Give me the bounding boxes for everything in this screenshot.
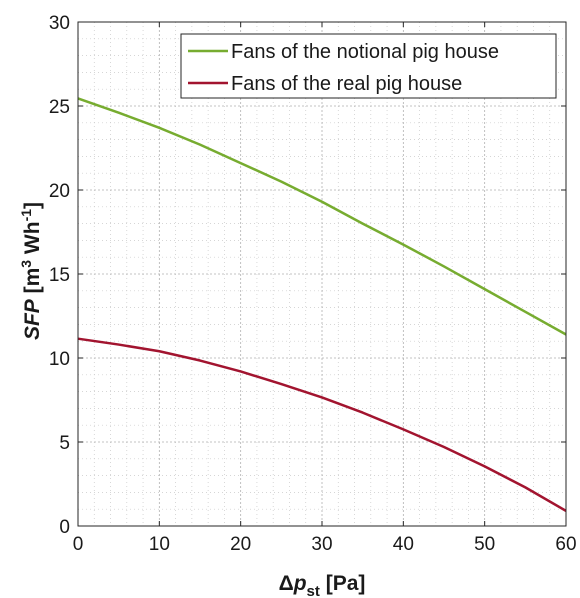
x-tick-label: 40: [393, 534, 414, 555]
x-tick-label: 0: [73, 534, 84, 555]
legend-label-real: Fans of the real pig house: [231, 73, 462, 95]
x-label-unit: [Pa]: [320, 572, 366, 595]
y-label-sfp: SFP: [21, 298, 44, 340]
y-tick-label: 5: [59, 433, 70, 454]
x-tick-label: 20: [230, 534, 251, 555]
series-line-0: [77, 97, 567, 336]
legend-label-notional: Fans of the notional pig house: [231, 41, 499, 63]
y-label-unit-c: ]: [21, 202, 44, 209]
legend-box: [180, 33, 557, 99]
x-label-delta: Δ: [279, 572, 294, 595]
y-tick-label: 0: [59, 517, 70, 538]
x-axis-label: Δpst [Pa]: [279, 572, 366, 598]
y-axis-label: SFP [m3 Wh-1]: [18, 202, 44, 340]
y-label-unit-b: Wh: [21, 221, 44, 259]
y-label-unit-a: [m: [21, 268, 44, 300]
x-tick-label: 60: [555, 534, 576, 555]
y-tick-label: 15: [49, 265, 70, 286]
series-layer: [77, 97, 567, 512]
y-label-sup3: 3: [18, 260, 34, 268]
series-line-1: [77, 337, 567, 512]
x-label-p: p: [293, 572, 307, 595]
x-tick-label: 30: [311, 534, 332, 555]
y-tick-label: 25: [49, 97, 70, 118]
y-label-supm1: -1: [18, 209, 34, 222]
y-tick-label: 10: [49, 349, 70, 370]
y-tick-label: 20: [49, 181, 70, 202]
legend: Fans of the notional pig house Fans of t…: [180, 33, 557, 99]
x-tick-label: 50: [474, 534, 495, 555]
ticks-layer: 0 10 20 30 40 50 60 0 5 10 15 20 25 30: [49, 13, 577, 555]
x-tick-label: 10: [149, 534, 170, 555]
x-label-subscript: st: [307, 583, 320, 598]
y-tick-label: 30: [49, 13, 70, 34]
